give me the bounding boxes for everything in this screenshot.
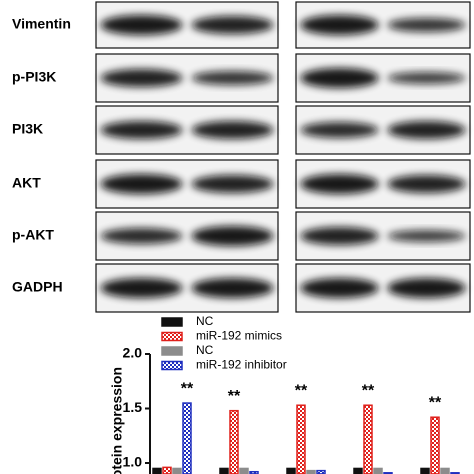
y-tick-label: 1.0: [123, 454, 143, 470]
blot-band: [300, 278, 379, 298]
legend-label: NC: [196, 343, 214, 357]
y-tick-label: 2.0: [123, 345, 143, 361]
legend-swatch: [161, 360, 183, 371]
legend-swatch: [161, 346, 183, 356]
bar: [420, 467, 430, 474]
blot-label: GADPH: [12, 279, 63, 295]
blot-label: p-AKT: [12, 227, 54, 243]
significance-mark: **: [429, 394, 442, 411]
bar: [152, 467, 162, 474]
blot-band: [100, 228, 183, 244]
bar: [286, 467, 296, 474]
y-axis-label: Protein expression: [109, 367, 125, 474]
blot-band: [387, 230, 466, 242]
blot-band: [191, 16, 274, 34]
blot-band: [387, 175, 466, 193]
y-tick-label: 1.5: [123, 399, 143, 415]
bar: [296, 404, 306, 474]
blot-band: [387, 18, 466, 32]
blot-band: [100, 121, 183, 139]
blot-band: [191, 278, 274, 298]
blot-label: PI3K: [12, 121, 43, 137]
bar: [363, 404, 373, 474]
significance-mark: **: [181, 380, 194, 397]
bar: [316, 469, 326, 474]
blot-band: [300, 122, 379, 138]
blot-band: [100, 15, 183, 35]
legend-label: miR-192 mimics: [196, 329, 282, 343]
bar: [239, 467, 249, 474]
blot-label: Vimentin: [12, 16, 71, 32]
significance-mark: **: [228, 388, 241, 405]
blot-band: [300, 174, 379, 194]
blot-band: [100, 69, 183, 87]
bar: [229, 409, 239, 474]
blot-band: [300, 227, 379, 245]
legend-swatch: [161, 317, 183, 327]
significance-mark: **: [362, 382, 375, 399]
significance-mark: **: [295, 382, 308, 399]
blot-band: [387, 72, 466, 84]
blot-label: p-PI3K: [12, 69, 56, 85]
blot-label: AKT: [12, 175, 41, 191]
blot-band: [191, 121, 274, 139]
legend-label: miR-192 inhibitor: [196, 358, 287, 372]
blot-band: [191, 226, 274, 246]
blot-band: [191, 71, 274, 85]
bar: [353, 467, 363, 474]
blot-band: [100, 278, 183, 298]
blot-band: [300, 15, 379, 35]
blot-band: [300, 68, 379, 88]
bar: [219, 467, 229, 474]
blot-band: [387, 121, 466, 139]
bar: [172, 467, 182, 474]
bar: [162, 466, 172, 474]
bar: [430, 416, 440, 474]
blot-band: [191, 175, 274, 193]
bar: [373, 467, 383, 474]
legend-swatch: [161, 331, 183, 342]
blot-band: [100, 174, 183, 194]
bar: [182, 402, 192, 474]
bar: [306, 469, 316, 474]
blot-band: [387, 278, 466, 298]
legend-label: NC: [196, 314, 214, 328]
bar: [440, 467, 450, 474]
